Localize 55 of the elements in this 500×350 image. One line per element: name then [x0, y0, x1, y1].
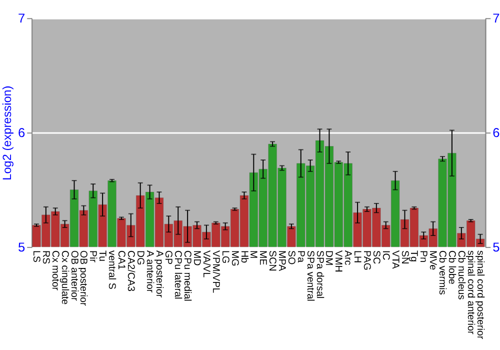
x-tick-label: Cb nucleus [455, 250, 466, 300]
x-tick-label: A anterior [144, 250, 155, 294]
y-tick-label: 5 [18, 239, 26, 254]
x-tick-label: LG [219, 250, 230, 264]
y-axis-title: Log2 (expression) [0, 86, 14, 180]
x-tick-label: spinal cord anterior [464, 250, 476, 335]
x-tick-label: CA1 [116, 250, 126, 270]
x-tick-label: CPu medial [182, 250, 193, 302]
x-tick-label: MVe [427, 250, 438, 271]
x-tick-label: PAG [361, 250, 372, 270]
x-tick-label: MG [228, 250, 240, 266]
x-tick-label: Cx cingulate [58, 250, 70, 306]
x-tick-label: ventral S [106, 250, 118, 290]
x-tick-label: VPM/VPL [210, 250, 221, 294]
x-tick-label: ME [257, 250, 268, 266]
y-tick-label: 6 [18, 124, 26, 140]
x-tick-label: M [248, 250, 259, 259]
x-tick-label: VMH [332, 250, 344, 272]
x-tick-label: Cb vermis [436, 250, 448, 295]
x-tick-label: DG [134, 250, 146, 266]
y2-tick-label: 6 [492, 124, 500, 140]
x-tick-label: Tu [96, 250, 108, 262]
x-tick-label: RS [40, 250, 51, 265]
x-tick-label: Pa [294, 250, 306, 263]
x-tick-label: SC [370, 250, 382, 264]
x-tick-label: LH [352, 250, 363, 263]
x-tick-label: SO [285, 250, 296, 265]
x-tick-label: CA2/CA3 [124, 250, 136, 292]
x-tick-label: Cb lobe [446, 250, 458, 285]
x-tick-label: CPu lateral [172, 250, 184, 300]
x-tick-label: A posterior [153, 250, 164, 298]
x-tick-label: SN [398, 250, 410, 264]
x-tick-label: MPA [276, 250, 288, 272]
x-tick-label: spinal cord posterior [474, 250, 486, 340]
x-tick-label: Cx motor [49, 250, 60, 292]
y2-tick-label: 5 [492, 239, 500, 254]
x-tick-label: Arc [342, 250, 354, 266]
x-tick-label: Tg [408, 250, 420, 262]
x-tick-label: OB anterior [68, 250, 80, 302]
y-tick-label: 7 [18, 10, 26, 26]
x-tick-label: VTA [389, 250, 400, 270]
x-tick-label: Hb [238, 250, 250, 264]
x-tick-label: GP [162, 250, 174, 266]
x-tick-label: SPa ventral [304, 250, 316, 302]
x-tick-label: MD [191, 250, 202, 266]
y2-tick-label: 7 [492, 10, 500, 26]
x-tick-label: VA/VL [200, 250, 212, 278]
x-tick-label: SCN [266, 250, 278, 272]
x-tick-label: Pir [87, 250, 98, 264]
x-tick-label: SPa dorsal [314, 250, 325, 299]
x-tick-label: IC [380, 250, 391, 260]
x-tick-label: Pn [418, 250, 429, 262]
x-tick-label: DM [323, 250, 334, 266]
x-tick-label: OB posterior [78, 250, 89, 306]
x-tick-label: LS [30, 250, 42, 263]
